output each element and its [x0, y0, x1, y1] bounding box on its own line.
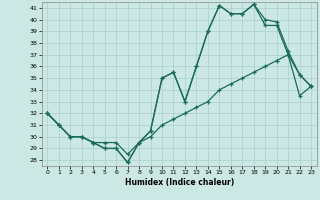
X-axis label: Humidex (Indice chaleur): Humidex (Indice chaleur) — [124, 178, 234, 187]
